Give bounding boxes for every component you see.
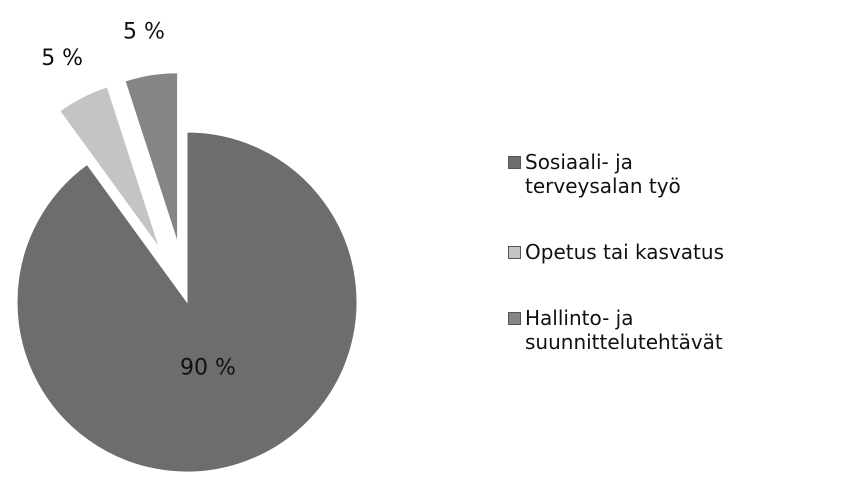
legend-swatch [508,246,521,259]
legend-item: Hallinto- ja suunnittelutehtävät [508,306,838,354]
legend-label: Sosiaali- ja terveysalan työ [525,150,681,198]
legend-label: Hallinto- ja suunnittelutehtävät [525,306,723,354]
legend: Sosiaali- ja terveysalan työ Opetus tai k… [508,150,838,396]
pie-slice [16,131,358,473]
legend-label: Opetus tai kasvatus [525,240,724,264]
chart: 90 % 5 % 5 % [16,19,358,473]
legend-swatch [508,312,521,325]
data-label: 90 % [180,356,236,381]
data-label: 5 % [123,19,165,44]
pie-slice [124,72,179,243]
legend-item: Opetus tai kasvatus [508,240,838,264]
legend-item: Sosiaali- ja terveysalan työ [508,150,838,198]
data-label: 5 % [41,46,83,71]
legend-swatch [508,156,521,169]
pie-slice [59,86,161,249]
